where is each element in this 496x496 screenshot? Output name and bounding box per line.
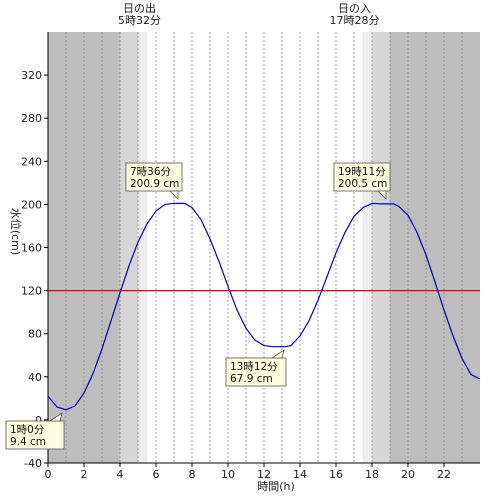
series-line-0 bbox=[47, 202, 481, 411]
y-tick-labels: -40 0 40 80 120 160 200 240 280 320 bbox=[21, 69, 48, 470]
annotation-pointer-2 bbox=[270, 349, 285, 359]
y-tick-label-120: 120 bbox=[21, 285, 42, 298]
band-4 bbox=[372, 32, 390, 463]
band-3 bbox=[362, 32, 372, 463]
x-tick-label-2: 2 bbox=[81, 468, 88, 481]
y-tick-label-80: 80 bbox=[28, 328, 42, 341]
y-tick-label-200: 200 bbox=[21, 198, 42, 211]
x-tick-label-22: 22 bbox=[437, 468, 451, 481]
daylight-bands bbox=[48, 32, 480, 463]
x-tick-label-4: 4 bbox=[117, 468, 124, 481]
band-0 bbox=[48, 32, 120, 463]
series-group bbox=[47, 202, 481, 411]
band-2 bbox=[138, 32, 148, 463]
sun-labels: 日の出 5時32分 日の入 17時28分 bbox=[118, 1, 379, 27]
sunrise-title: 日の出 bbox=[123, 1, 156, 15]
x-tick-label-8: 8 bbox=[189, 468, 196, 481]
band-5 bbox=[390, 32, 480, 463]
y-tick-label--40: -40 bbox=[24, 457, 42, 470]
band-1 bbox=[120, 32, 138, 463]
annotation-box-0 bbox=[5, 420, 65, 450]
x-tick-label-20: 20 bbox=[401, 468, 415, 481]
annotation-pointer-3 bbox=[377, 190, 387, 200]
y-tick-label-240: 240 bbox=[21, 155, 42, 168]
sunset-time: 17時28分 bbox=[329, 14, 379, 27]
x-tick-label-0: 0 bbox=[45, 468, 52, 481]
x-tick-label-10: 10 bbox=[221, 468, 235, 481]
x-axis-title: 時間(h) bbox=[257, 480, 295, 493]
annotation-value-0: 9.4 cm bbox=[10, 436, 46, 448]
x-tick-label-14: 14 bbox=[293, 468, 307, 481]
sunrise-time: 5時32分 bbox=[118, 14, 161, 27]
annotation-time-1: 7時36分 bbox=[130, 166, 172, 178]
annotation-pointer-1 bbox=[169, 190, 179, 200]
annotation-value-3: 200.5 cm bbox=[338, 178, 387, 190]
annotation-pointer-0 bbox=[48, 412, 63, 422]
x-tick-label-18: 18 bbox=[365, 468, 379, 481]
x-tick-label-16: 16 bbox=[329, 468, 343, 481]
annotation-time-3: 19時11分 bbox=[338, 166, 386, 178]
y-axis-title: 水位(cm) bbox=[9, 208, 23, 255]
annotation-value-2: 67.9 cm bbox=[230, 373, 273, 385]
x-tick-label-6: 6 bbox=[153, 468, 160, 481]
y-tick-label-320: 320 bbox=[21, 69, 42, 82]
annotation-time-2: 13時12分 bbox=[230, 361, 278, 373]
y-tick-label-160: 160 bbox=[21, 242, 42, 255]
annotation-box-2 bbox=[225, 357, 287, 387]
y-tick-label-40: 40 bbox=[28, 371, 42, 384]
annotation-box-3 bbox=[333, 162, 391, 192]
sunset-title: 日の入 bbox=[338, 2, 371, 15]
y-tick-label-0: 0 bbox=[35, 414, 42, 427]
x-tick-labels: 0 2 4 6 8 10 12 14 16 18 20 22 bbox=[45, 463, 451, 481]
annotation-time-0: 1時0分 bbox=[10, 424, 45, 436]
annotation-value-1: 200.9 cm bbox=[130, 178, 179, 190]
y-tick-label-280: 280 bbox=[21, 112, 42, 125]
annotation-box-1 bbox=[125, 162, 183, 192]
x-tick-label-12: 12 bbox=[257, 468, 271, 481]
